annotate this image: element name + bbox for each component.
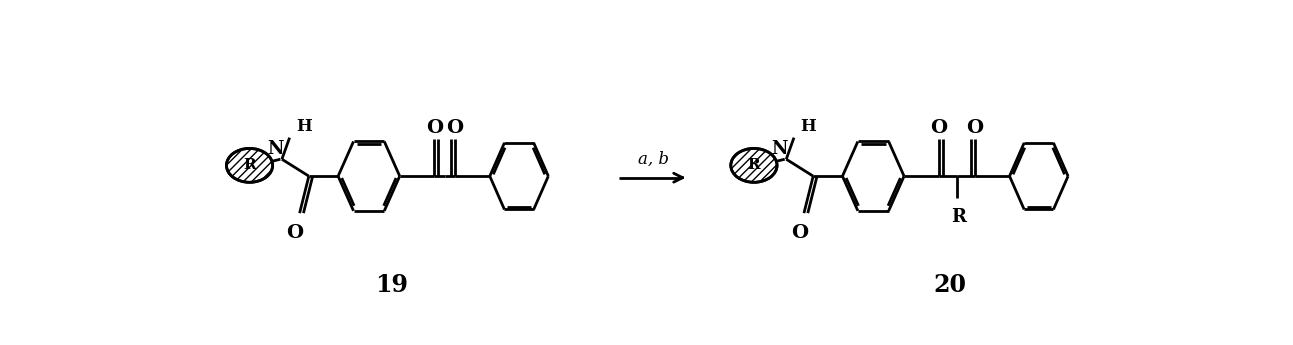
Text: H: H	[296, 118, 312, 135]
Text: O: O	[791, 224, 808, 242]
Text: 19: 19	[375, 274, 409, 297]
Text: R: R	[243, 158, 256, 172]
Text: N: N	[266, 140, 283, 158]
Ellipse shape	[226, 148, 273, 182]
Text: a, b: a, b	[639, 151, 670, 168]
Text: O: O	[287, 224, 304, 242]
Text: O: O	[425, 119, 443, 137]
Text: O: O	[930, 119, 948, 137]
Ellipse shape	[731, 148, 777, 182]
Text: O: O	[446, 119, 464, 137]
Text: R: R	[950, 208, 966, 226]
Text: O: O	[966, 119, 984, 137]
Text: N: N	[772, 140, 787, 158]
Text: 20: 20	[934, 274, 967, 297]
Text: H: H	[800, 118, 816, 135]
Text: R: R	[747, 158, 760, 172]
